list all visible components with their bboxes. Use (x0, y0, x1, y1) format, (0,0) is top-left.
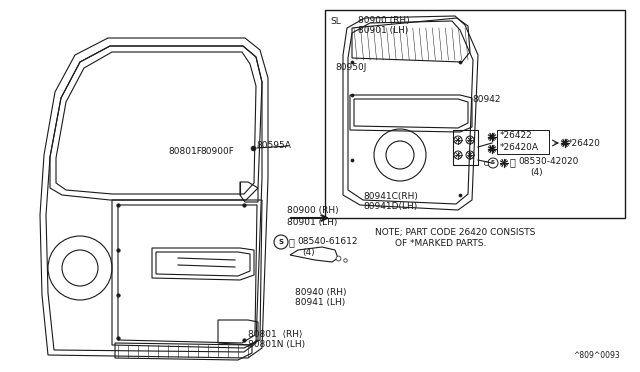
Text: *26420: *26420 (568, 138, 601, 148)
Text: (4): (4) (302, 248, 315, 257)
Text: 80801N (LH): 80801N (LH) (248, 340, 305, 349)
Text: *26420A: *26420A (500, 144, 539, 153)
Text: (4): (4) (530, 167, 543, 176)
Text: 80940 (RH): 80940 (RH) (295, 288, 346, 296)
Text: 80801  ⟨RH⟩: 80801 ⟨RH⟩ (248, 330, 303, 339)
Text: S: S (278, 239, 284, 245)
Text: *26422: *26422 (500, 131, 532, 140)
Text: 80801F: 80801F (168, 148, 202, 157)
Text: 80941 (LH): 80941 (LH) (295, 298, 345, 308)
Text: 80595A: 80595A (256, 141, 291, 151)
Text: 08540-61612: 08540-61612 (297, 237, 358, 247)
Text: Ⓢ: Ⓢ (510, 157, 516, 167)
Text: 80900 (RH): 80900 (RH) (358, 16, 410, 26)
Circle shape (490, 147, 494, 151)
Circle shape (490, 135, 494, 139)
Text: SL: SL (330, 16, 340, 26)
Text: 80900F: 80900F (200, 148, 234, 157)
Text: 80901 (LH): 80901 (LH) (358, 26, 408, 35)
Text: 80950J: 80950J (335, 64, 366, 73)
Text: 08530-42020: 08530-42020 (518, 157, 579, 167)
Text: NOTE; PART CODE 26420 CONSISTS: NOTE; PART CODE 26420 CONSISTS (375, 228, 536, 237)
Text: 80941D(LH): 80941D(LH) (363, 202, 417, 212)
Text: 80900 (RH): 80900 (RH) (287, 206, 339, 215)
Text: 80901 (LH): 80901 (LH) (287, 218, 337, 227)
Bar (497, 130, 549, 154)
Circle shape (563, 141, 567, 145)
Text: 80942: 80942 (472, 96, 500, 105)
Text: S: S (491, 160, 495, 166)
Text: 80941C(RH): 80941C(RH) (363, 192, 418, 202)
Text: OF *MARKED PARTS.: OF *MARKED PARTS. (395, 240, 486, 248)
Text: ^809^0093: ^809^0093 (573, 351, 620, 360)
Bar (325, 10, 625, 218)
Text: Ⓢ: Ⓢ (289, 237, 295, 247)
